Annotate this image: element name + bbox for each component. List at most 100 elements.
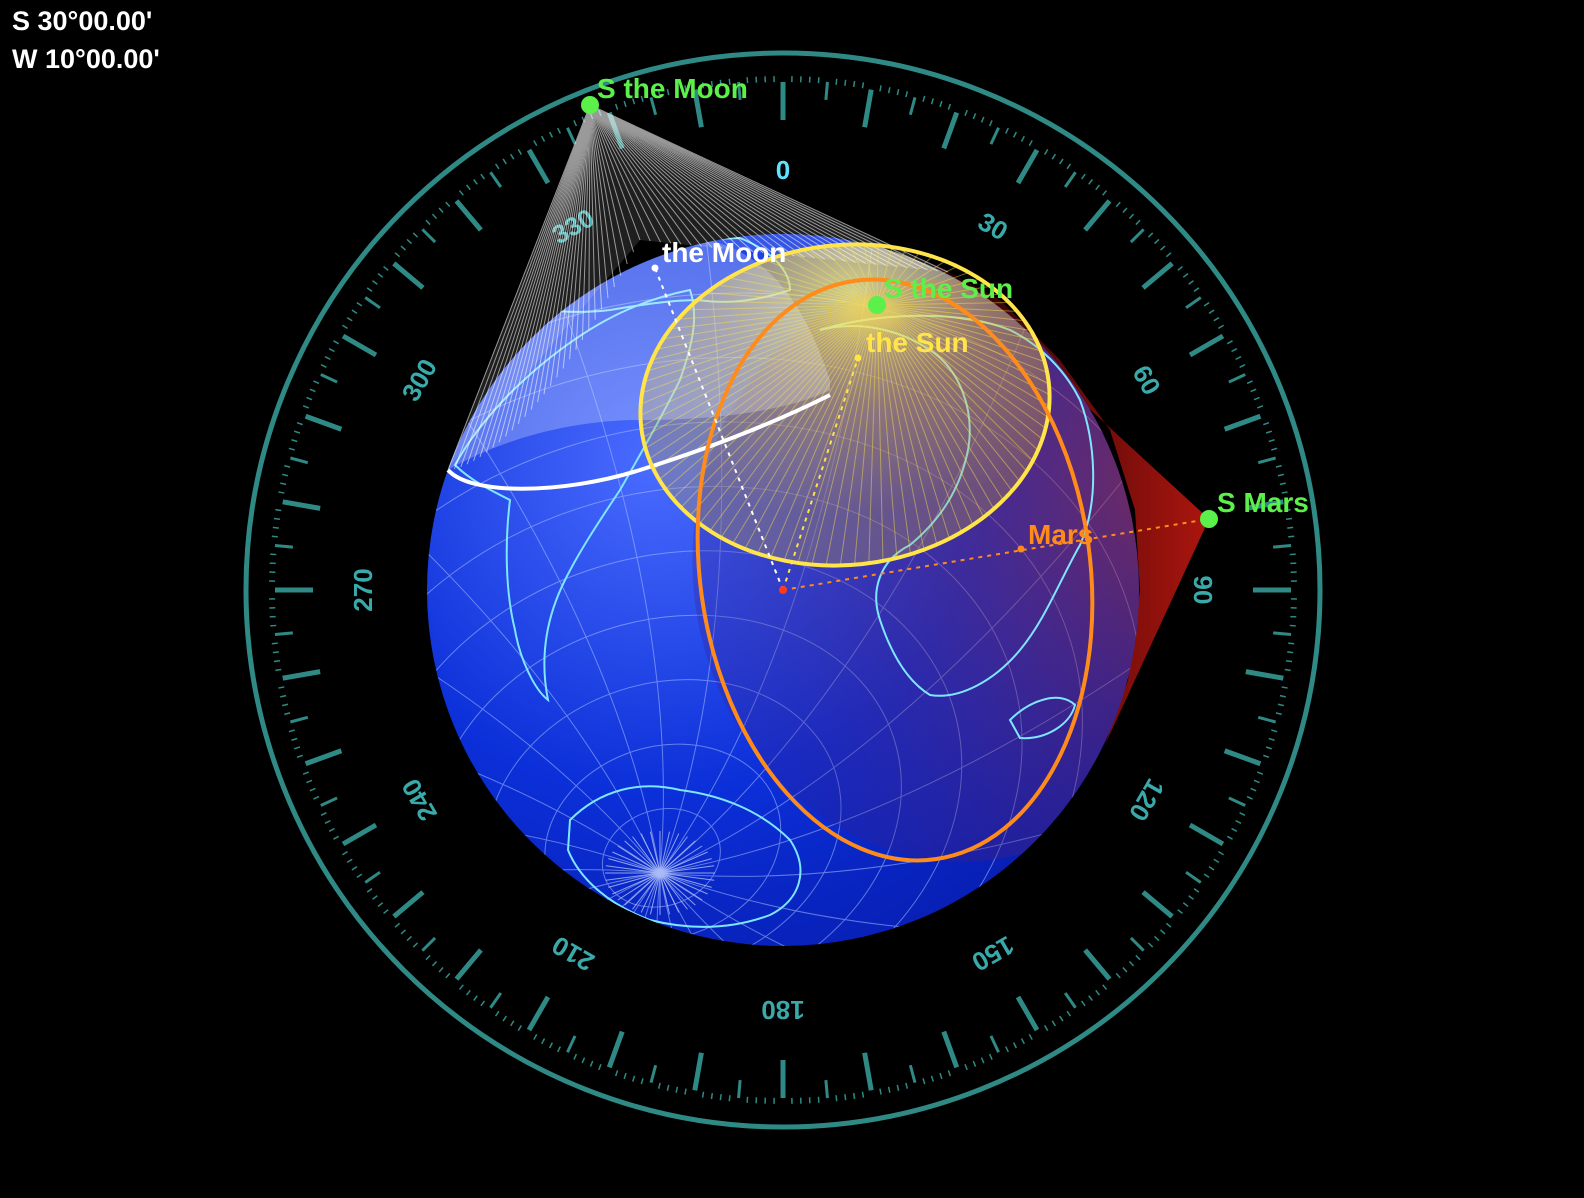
pole-ray [659,872,708,895]
moon-cone-line [589,104,867,264]
dial-tick [1218,324,1224,330]
dial-tick [288,729,295,733]
dial-tick [1141,890,1174,919]
sun-cone-line [876,304,995,510]
dial-tick [533,140,538,147]
sun-cone-line [678,304,878,320]
dial-tick [377,272,384,278]
mars-sub-point-label: S Mars [1217,487,1309,518]
moon-cone-line [473,104,591,462]
longitude-line [659,872,1139,946]
dial-tick [1265,430,1273,434]
moon-cone-line [589,104,846,262]
dial-tick [517,149,523,155]
dial-tick [406,238,412,245]
dial-tick [400,929,406,935]
observer-latitude: S 30°00.00' [12,6,153,36]
dial-tick [1256,405,1264,409]
pole-ray [608,872,661,888]
sun-cone-line [641,304,878,394]
longitude-line [427,810,661,874]
dial-tick [364,296,381,310]
dial-tick [480,1000,486,1007]
sun-cone-line [670,304,878,330]
mars-ground-point[interactable] [1017,545,1025,553]
dial-tick [581,1057,586,1064]
dial-tick [1015,995,1040,1032]
sun-cone-line [811,304,878,565]
dial-tick [541,1038,546,1045]
pole-ray [659,872,688,910]
dial-tick [657,1082,661,1089]
dial-tick [835,78,838,85]
sun-ground-point[interactable] [854,354,862,362]
mars-sub-point[interactable] [1200,510,1218,528]
dial-tick [1277,703,1284,707]
dial-tick [623,100,627,108]
moon-cone-line [589,104,635,253]
sun-cone-line [876,304,1037,342]
dial-tick [1284,508,1291,512]
moon-cone-line [466,104,591,465]
pole-ray [659,872,671,915]
dial-tick [614,1070,619,1077]
sun-cone-line [672,304,878,499]
dial-tick [282,703,289,707]
sun-sub-point[interactable] [868,296,886,314]
sun-cone-line [640,304,878,405]
sun-cone-line [876,304,925,550]
dial-tick [438,967,444,973]
pole-ray [640,833,661,874]
dial-tick [1279,694,1286,698]
dial-tick [1203,301,1210,307]
dial-tick [941,111,960,150]
dial-tick [302,405,310,409]
dial-tick [288,447,295,451]
dial-tick [1268,439,1275,443]
dial-tick [274,631,294,636]
sun-cone-line [876,304,1013,492]
dial-tick [425,219,431,226]
dial-tick [947,103,952,110]
dial-tick [824,1079,829,1099]
moon-cone-line [575,104,591,350]
moon-ground-point[interactable] [651,264,659,272]
dial-tick [1028,140,1033,147]
dial-outer-ring [243,50,1323,1130]
dial-tick [1135,954,1141,961]
dial-tick [1154,238,1160,245]
dial-tick [296,754,303,759]
moon-cone-line [589,104,887,267]
longitude-line [427,236,661,874]
dial-tick [541,135,546,142]
dial-tick [364,870,381,884]
dial-tick [623,1072,627,1080]
moon-cone-line [589,104,603,310]
sun-cone-line [876,304,1049,418]
dial-tick [309,388,316,393]
dial-tick [573,1053,578,1060]
dial-tick [972,113,977,120]
moon-cone-line [589,104,672,244]
dial-tick [306,779,313,784]
moon-cone-line [549,104,591,386]
moon-sub-point[interactable] [581,96,599,114]
dial-tick [1272,631,1292,636]
dial-tick [947,1070,952,1077]
dial-tick [1285,659,1293,663]
dial-tick [1257,456,1277,465]
dial-tick [306,396,313,401]
dial-tick [1043,1025,1049,1031]
dial-tick [1012,131,1018,138]
dial-tick [356,301,363,307]
sun-cone-line [696,300,878,306]
sun-cone-line [645,304,878,449]
observer-point[interactable] [779,586,787,594]
dial-tick [445,972,451,979]
moon-cone-line [505,104,591,437]
moon-cone-line [589,104,785,256]
dial-tick [1102,190,1108,196]
dial-tick [719,79,722,86]
